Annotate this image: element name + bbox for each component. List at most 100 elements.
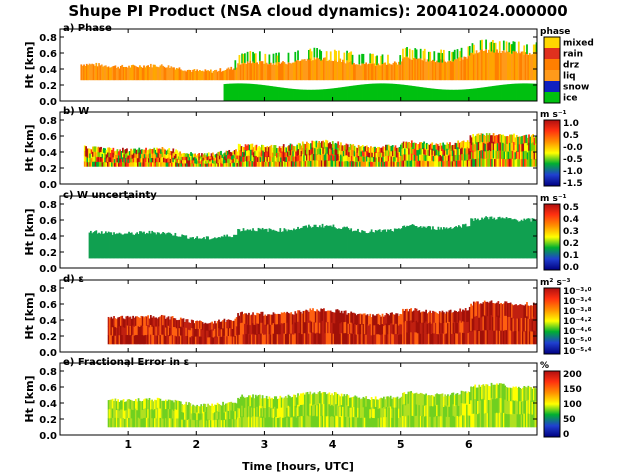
- w-unc-cell: [158, 232, 160, 259]
- eps-err-cell: [353, 416, 355, 428]
- w-unc-cell: [442, 227, 445, 259]
- w-cell: [180, 156, 183, 161]
- colorbar-label: -1.5: [563, 179, 583, 189]
- eps-cell: [532, 316, 535, 331]
- w-unc-cell: [478, 220, 481, 259]
- eps-cell: [227, 327, 230, 337]
- eps-cell: [530, 331, 532, 345]
- eps-err-cell: [422, 416, 425, 428]
- phase-cell: [430, 88, 433, 101]
- w-cell: [424, 160, 427, 167]
- w-cell: [513, 158, 515, 167]
- eps-err-cell: [508, 387, 511, 402]
- eps-err-cell: [143, 408, 145, 419]
- w-unc-cell: [211, 238, 214, 259]
- w-unc-cell: [505, 217, 508, 259]
- phase-cell: [505, 41, 508, 52]
- eps-cell: [340, 310, 343, 323]
- w-unc-cell: [489, 216, 492, 259]
- phase-cell: [434, 62, 437, 81]
- phase-cell: [199, 70, 201, 81]
- phase-cell: [457, 57, 460, 81]
- eps-err-cell: [434, 405, 437, 417]
- phase-cell: [340, 61, 343, 81]
- eps-err-cell: [200, 411, 203, 420]
- phase-cell: [205, 70, 208, 81]
- w-cell: [270, 144, 273, 151]
- eps-cell: [479, 330, 482, 345]
- w-cell: [502, 134, 505, 143]
- eps-err-cell: [384, 399, 387, 409]
- eps-cell: [419, 312, 422, 324]
- w-cell: [340, 142, 342, 149]
- eps-cell: [286, 333, 288, 345]
- eps-err-cell: [373, 399, 376, 409]
- eps-err-cell: [444, 394, 447, 406]
- eps-cell: [452, 333, 455, 345]
- eps-cell: [278, 333, 280, 345]
- w-cell: [150, 157, 153, 163]
- w-unc-cell: [358, 232, 361, 259]
- eps-cell: [218, 335, 220, 345]
- eps-err-cell: [151, 417, 154, 428]
- w-cell: [228, 158, 231, 163]
- w-unc-cell: [412, 224, 415, 259]
- phase-cell: [94, 65, 96, 81]
- phase-cell: [252, 51, 254, 62]
- eps-err-cell: [279, 395, 282, 407]
- phase-cell: [171, 67, 174, 81]
- w-cell: [360, 151, 363, 157]
- eps-err-cell: [320, 404, 323, 417]
- eps-cell: [136, 325, 139, 336]
- phase-cell: [164, 67, 167, 81]
- phase-cell: [457, 89, 460, 101]
- phase-cell: [287, 62, 290, 81]
- eps-cell: [472, 329, 475, 345]
- eps-err-cell: [442, 406, 445, 418]
- w-cell: [172, 157, 175, 163]
- w-cell: [428, 150, 431, 156]
- w-cell: [221, 163, 224, 167]
- phase-cell: [230, 66, 233, 81]
- eps-err-cell: [284, 406, 287, 417]
- w-cell: [250, 143, 252, 150]
- w-cell: [126, 148, 128, 154]
- eps-cell: [447, 333, 449, 345]
- eps-cell: [314, 333, 317, 345]
- eps-err-cell: [169, 417, 171, 428]
- w-cell: [389, 146, 391, 152]
- w-unc-cell: [447, 228, 449, 259]
- w-cell: [368, 161, 371, 167]
- phase-cell: [412, 86, 415, 101]
- phase-cell: [100, 64, 103, 81]
- w-unc-cell: [436, 229, 438, 259]
- w-unc-cell: [239, 231, 242, 259]
- phase-cell: [312, 60, 314, 81]
- eps-cell: [492, 330, 494, 345]
- w-unc-cell: [459, 226, 462, 259]
- phase-cell: [502, 50, 505, 81]
- phase-cell: [306, 58, 309, 81]
- phase-cell: [224, 83, 227, 101]
- eps-err-cell: [344, 395, 347, 407]
- w-cell: [378, 161, 380, 167]
- eps-cell: [216, 321, 219, 330]
- eps-err-cell: [113, 400, 115, 410]
- w-cell: [201, 153, 203, 157]
- colorbar-label: 200: [563, 370, 582, 380]
- phase-cell: [141, 67, 144, 81]
- w-cell: [487, 150, 490, 159]
- eps-cell: [320, 308, 323, 321]
- eps-cell: [434, 311, 437, 323]
- phase-cell: [329, 88, 332, 101]
- eps-err-cell: [346, 394, 348, 406]
- w-cell: [473, 151, 476, 160]
- eps-cell: [512, 331, 515, 345]
- eps-cell: [391, 333, 393, 345]
- eps-err-cell: [513, 387, 516, 401]
- eps-err-cell: [282, 398, 284, 409]
- phase-cell: [328, 88, 331, 101]
- w-unc-cell: [347, 228, 350, 259]
- w-unc-cell: [293, 228, 295, 259]
- w-cell: [431, 160, 434, 167]
